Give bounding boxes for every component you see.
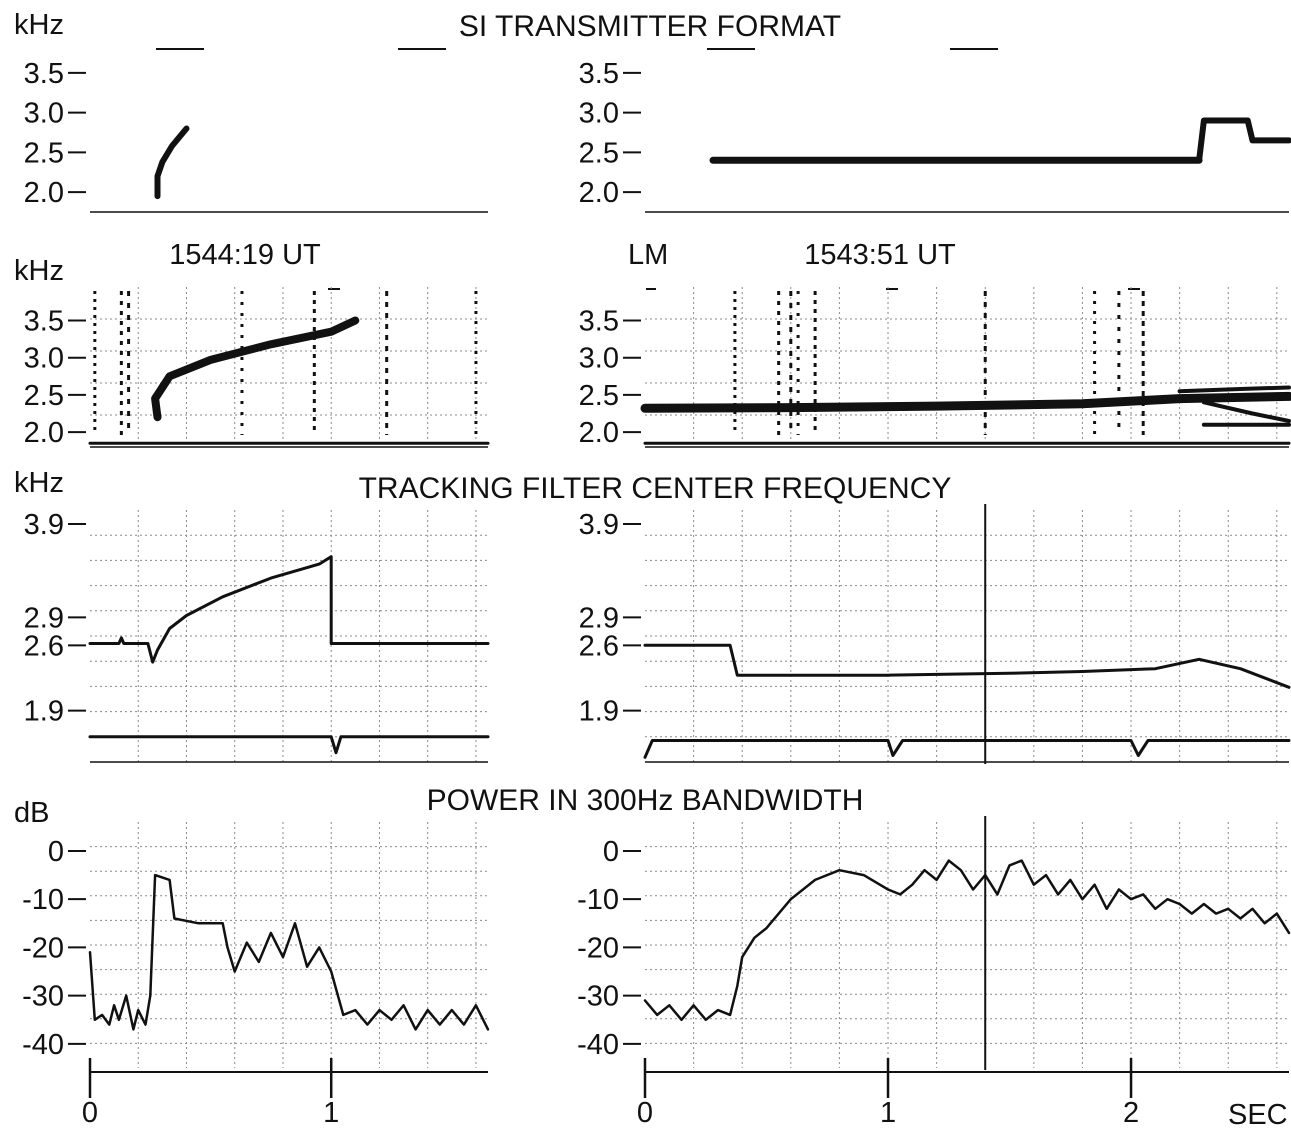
x-tick-label: 1 [880,1097,896,1129]
series-line-1 [88,873,490,1031]
x-tick-label: 2 [1123,1097,1139,1129]
y-axis: 2.0 2.5 3.0 3.5 [579,58,641,209]
series-line-1 [88,555,490,664]
x-axis: 0 1 2 [637,1058,1289,1129]
y-tick-label: 3.5 [24,58,64,90]
noise-columns [93,291,478,435]
x-tick-label: 0 [637,1097,653,1129]
y-axis: 0 -10 -20 -30 -40 [577,836,641,1061]
unit-label-khz-spectrogram: kHz [14,255,64,287]
y-tick-label: -10 [22,884,64,916]
y-tick-label: 3.5 [579,305,619,337]
series-line-2 [151,316,360,422]
chart-tracking-right: 1.9 2.62.9 3.9 [579,504,1291,764]
y-tick-label: 2.5 [579,137,619,169]
unit-label-db: dB [14,797,49,829]
y-tick-label: 2.0 [579,417,619,449]
chart-grid [645,510,1289,762]
y-tick-label: 2.0 [24,417,64,449]
y-tick-label: 2.6 [579,630,619,662]
series-line-2 [1196,117,1291,164]
chart-grid [90,287,488,447]
series-line-1 [643,643,1291,689]
transmitter-pulse-markers [156,48,1140,290]
y-axis: 2.0 2.5 3.0 3.5 [24,58,86,209]
unit-label-sec: SEC [1228,1099,1288,1131]
y-tick-label: 0 [603,836,619,868]
y-tick-label: 2.5 [24,380,64,412]
series-line-3 [1177,385,1291,394]
y-tick-label: 3.0 [24,98,64,130]
y-tick-label: 2.0 [24,177,64,209]
y-tick-label: 3.9 [579,509,619,541]
chart-power-right: 0 -10 -20 -30 -40 0 1 2 [577,816,1291,1129]
unit-label-khz-tracking: kHz [14,467,64,499]
y-tick-label: 3.5 [24,305,64,337]
y-tick-label: 2.5 [579,380,619,412]
chart-grid [90,822,488,1068]
chart-grid [90,510,488,762]
chart-spectrogram-right: 2.0 2.5 3.0 3.5 [579,287,1291,449]
x-tick-label: 0 [82,1097,98,1129]
series-line-2 [640,391,1291,413]
title-tracking-filter: TRACKING FILTER CENTER FREQUENCY [359,472,952,505]
y-tick-label: -20 [22,932,64,964]
y-tick-label: 3.9 [24,509,64,541]
y-tick-label: 3.5 [579,58,619,90]
series-line-2 [643,739,1291,759]
y-tick-label: 0 [48,836,64,868]
chart-spectrogram-left: 2.0 2.5 3.0 3.5 [24,287,490,449]
series-line-1 [154,125,190,200]
chart-tracking-left: 1.9 2.62.9 3.9 [24,509,490,763]
y-tick-label: 2.0 [579,177,619,209]
series-line-2 [88,735,490,755]
y-tick-label: -30 [577,981,619,1013]
y-tick-label: -20 [577,932,619,964]
spectrogram-right-time: 1543:51 UT [804,239,956,271]
y-tick-label: 2.9 [579,602,619,634]
y-tick-label: 2.9 [24,602,64,634]
chart-format-left: 2.0 2.5 3.0 3.5 [24,58,488,213]
y-tick-label: 2.5 [24,137,64,169]
spectrogram-left-time: 1544:19 UT [169,239,321,271]
title-power: POWER IN 300Hz BANDWIDTH [427,784,864,817]
y-tick-label: 2.6 [24,630,64,662]
y-tick-label: 3.0 [579,98,619,130]
y-axis: 1.9 2.62.9 3.9 [24,509,86,728]
y-tick-label: -40 [22,1029,64,1061]
y-axis: 2.0 2.5 3.0 3.5 [579,305,641,449]
chart-grid [645,287,1289,447]
y-axis: 1.9 2.62.9 3.9 [579,509,641,728]
series-line-1 [643,859,1291,1022]
chart-format-right: 2.0 2.5 3.0 3.5 [579,58,1291,213]
chart-power-left: 0-10-20-30-400 1 [22,822,490,1129]
unit-label-khz-format: kHz [14,9,64,41]
series-line-4 [1201,400,1291,423]
chart-grid [645,822,1289,1068]
y-axis: 0 -10 -20 -30 -40 [22,836,86,1061]
spectrogram-station-label: LM [628,239,668,271]
y-tick-label: 3.0 [579,343,619,375]
y-axis: 2.0 2.5 3.0 3.5 [24,305,86,449]
y-tick-label: 3.0 [24,343,64,375]
y-tick-label: 1.9 [579,696,619,728]
x-tick-label: 1 [323,1097,339,1129]
title-si-transmitter-format: SI TRANSMITTER FORMAT [459,10,841,43]
y-tick-label: -30 [22,981,64,1013]
y-tick-label: 1.9 [24,696,64,728]
y-tick-label: -40 [577,1029,619,1061]
y-tick-label: -10 [577,884,619,916]
